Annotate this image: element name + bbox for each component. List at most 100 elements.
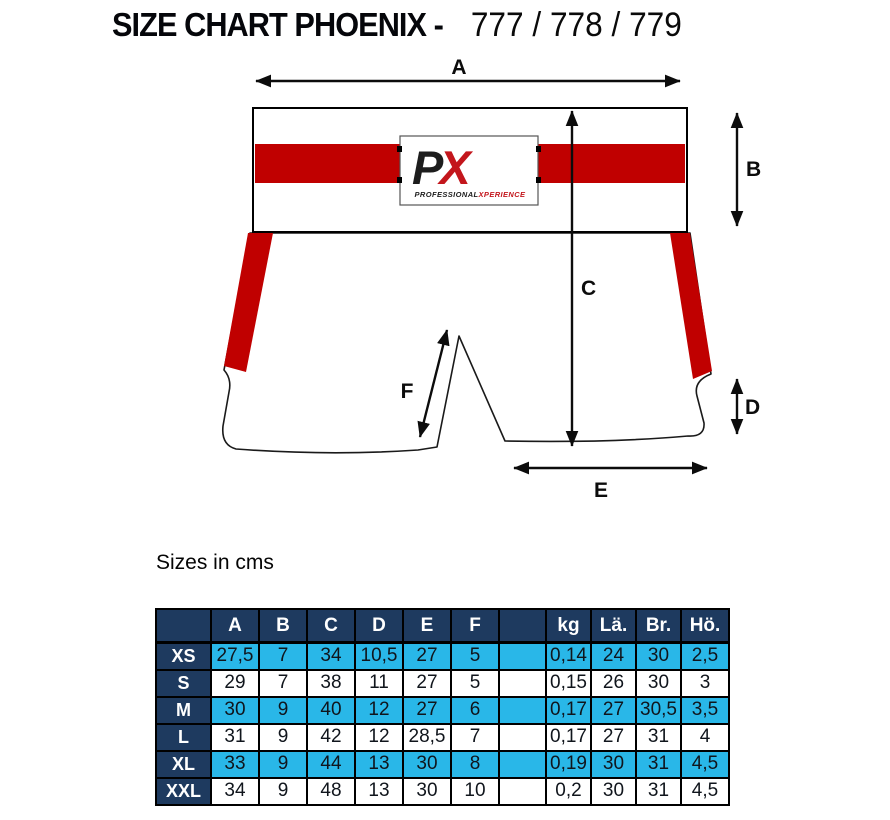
shorts-diagram: PX PROFESSIONALXPERIENCE A B C D E F bbox=[221, 56, 762, 502]
table-cell: 3 bbox=[680, 668, 730, 698]
col-header-d: D bbox=[354, 608, 404, 644]
table-cell: 4,5 bbox=[680, 776, 730, 806]
title-model-numbers: 777 / 778 / 779 bbox=[470, 6, 682, 44]
table-cell: 0,19 bbox=[545, 749, 592, 779]
table-cell: 31 bbox=[635, 722, 682, 752]
table-cell: 34 bbox=[210, 776, 260, 806]
table-cell: 30 bbox=[402, 749, 452, 779]
table-row-xxl: XXL 34 9 48 13 30 10 0,2 30 31 4,5 bbox=[155, 776, 730, 806]
col-header-f: F bbox=[450, 608, 500, 644]
table-cell: 30 bbox=[590, 776, 637, 806]
table-cell: 5 bbox=[450, 668, 500, 698]
stitch-mark bbox=[536, 177, 541, 183]
table-cell: 27 bbox=[402, 668, 452, 698]
col-header-breite: Br. bbox=[635, 608, 682, 644]
table-cell: 0,14 bbox=[545, 641, 592, 671]
size-table: A B C D E F kg Lä. Br. Hö. XS 27,5 7 34 … bbox=[155, 608, 730, 806]
table-cell: 30 bbox=[402, 776, 452, 806]
table-cell: 13 bbox=[354, 776, 404, 806]
table-cell: 30 bbox=[635, 668, 682, 698]
table-cell: 30 bbox=[210, 695, 260, 725]
dim-arrow-f bbox=[417, 329, 450, 438]
table-cell: 27 bbox=[402, 641, 452, 671]
table-cell: 0,2 bbox=[545, 776, 592, 806]
col-header-b: B bbox=[258, 608, 308, 644]
table-cell: 7 bbox=[258, 668, 308, 698]
dimension-arrows bbox=[255, 74, 744, 475]
col-header-c: C bbox=[306, 608, 356, 644]
stitch-mark bbox=[397, 146, 402, 152]
row-label-l: L bbox=[155, 722, 212, 752]
shorts-body bbox=[221, 232, 712, 454]
table-cell: 30,5 bbox=[635, 695, 682, 725]
table-cell: 28,5 bbox=[402, 722, 452, 752]
col-header-blank bbox=[498, 608, 547, 644]
table-cell: 4,5 bbox=[680, 749, 730, 779]
table-cell: 30 bbox=[635, 641, 682, 671]
dim-label-f: F bbox=[401, 380, 414, 403]
right-leg-stripe bbox=[670, 233, 712, 379]
col-header-laenge: Lä. bbox=[590, 608, 637, 644]
col-header-size bbox=[155, 608, 212, 644]
table-cell: 5 bbox=[450, 641, 500, 671]
table-cell: 6 bbox=[450, 695, 500, 725]
row-label-xl: XL bbox=[155, 749, 212, 779]
table-cell: 10 bbox=[450, 776, 500, 806]
dim-label-e: E bbox=[594, 479, 608, 502]
table-cell bbox=[498, 749, 547, 779]
table-row-xl: XL 33 9 44 13 30 8 0,19 30 31 4,5 bbox=[155, 749, 730, 779]
table-cell: 0,17 bbox=[545, 695, 592, 725]
table-cell: 10,5 bbox=[354, 641, 404, 671]
table-cell: 27,5 bbox=[210, 641, 260, 671]
table-cell: 33 bbox=[210, 749, 260, 779]
table-cell: 48 bbox=[306, 776, 356, 806]
dim-label-a: A bbox=[451, 56, 466, 79]
table-cell: 31 bbox=[635, 776, 682, 806]
logo-px-text: PX bbox=[412, 141, 473, 194]
table-cell bbox=[498, 641, 547, 671]
table-cell bbox=[498, 695, 547, 725]
row-label-s: S bbox=[155, 668, 212, 698]
table-cell: 9 bbox=[258, 776, 308, 806]
table-cell: 27 bbox=[590, 695, 637, 725]
shorts-outline bbox=[221, 107, 712, 454]
table-cell: 27 bbox=[402, 695, 452, 725]
table-cell: 8 bbox=[450, 749, 500, 779]
px-logo: PX PROFESSIONALXPERIENCE bbox=[397, 135, 541, 206]
table-cell: 24 bbox=[590, 641, 637, 671]
row-label-xxl: XXL bbox=[155, 776, 212, 806]
table-cell: 34 bbox=[306, 641, 356, 671]
row-label-xs: XS bbox=[155, 641, 212, 671]
table-cell: 0,15 bbox=[545, 668, 592, 698]
table-cell: 29 bbox=[210, 668, 260, 698]
dimension-labels: A B C D E F bbox=[401, 56, 762, 502]
table-cell: 2,5 bbox=[680, 641, 730, 671]
header-row: A B C D E F kg Lä. Br. Hö. bbox=[155, 608, 730, 644]
table-cell: 12 bbox=[354, 695, 404, 725]
table-cell: 40 bbox=[306, 695, 356, 725]
table-cell: 4 bbox=[680, 722, 730, 752]
col-header-e: E bbox=[402, 608, 452, 644]
dim-label-c: C bbox=[581, 277, 596, 300]
logo-box bbox=[399, 135, 539, 206]
units-label: Sizes in cms bbox=[156, 551, 274, 574]
left-leg-stripe bbox=[224, 233, 273, 372]
page-title: SIZE CHART PHOENIX - 777 / 778 / 779 bbox=[112, 6, 682, 45]
table-row-m: M 30 9 40 12 27 6 0,17 27 30,5 3,5 bbox=[155, 695, 730, 725]
table-row-l: L 31 9 42 12 28,5 7 0,17 27 31 4 bbox=[155, 722, 730, 752]
table-row-xs: XS 27,5 7 34 10,5 27 5 0,14 24 30 2,5 bbox=[155, 641, 730, 671]
table-cell: 38 bbox=[306, 668, 356, 698]
table-row-s: S 29 7 38 11 27 5 0,15 26 30 3 bbox=[155, 668, 730, 698]
col-header-a: A bbox=[210, 608, 260, 644]
table-cell: 13 bbox=[354, 749, 404, 779]
table-cell: 30 bbox=[590, 749, 637, 779]
stitch-mark bbox=[397, 177, 402, 183]
table-cell: 9 bbox=[258, 695, 308, 725]
dim-label-b: B bbox=[746, 158, 761, 181]
stitch-mark bbox=[536, 146, 541, 152]
table-cell: 9 bbox=[258, 749, 308, 779]
table-cell: 11 bbox=[354, 668, 404, 698]
table-cell: 3,5 bbox=[680, 695, 730, 725]
row-label-m: M bbox=[155, 695, 212, 725]
